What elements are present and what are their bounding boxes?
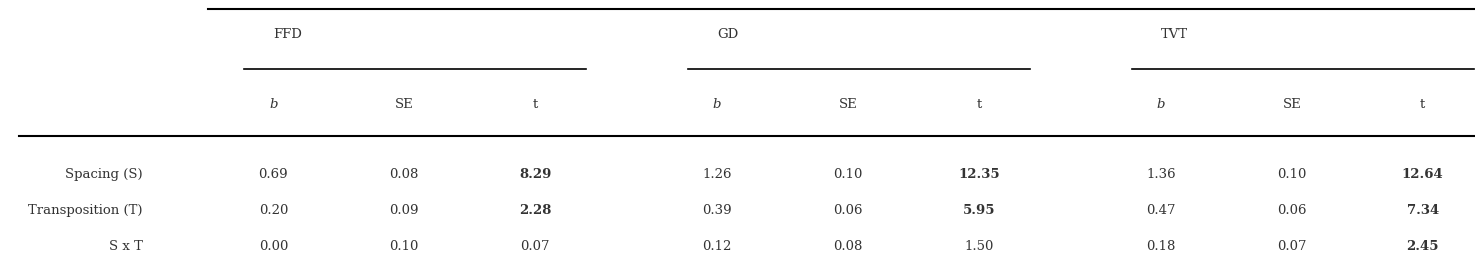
Text: TVT: TVT (1161, 28, 1187, 41)
Text: 0.09: 0.09 (389, 204, 419, 217)
Text: 0.08: 0.08 (389, 168, 419, 181)
Text: 12.35: 12.35 (959, 168, 1000, 181)
Text: 0.10: 0.10 (833, 168, 863, 181)
Text: 0.07: 0.07 (1277, 240, 1307, 253)
Text: GD: GD (717, 28, 739, 41)
Text: 0.39: 0.39 (702, 204, 732, 217)
Text: 1.50: 1.50 (965, 240, 994, 253)
Text: 0.10: 0.10 (1277, 168, 1307, 181)
Text: 8.29: 8.29 (519, 168, 552, 181)
Text: 1.26: 1.26 (702, 168, 732, 181)
Text: 0.08: 0.08 (833, 240, 863, 253)
Text: SE: SE (395, 98, 413, 111)
Text: Transposition (T): Transposition (T) (28, 204, 143, 217)
Text: b: b (712, 98, 721, 111)
Text: 5.95: 5.95 (963, 204, 996, 217)
Text: t: t (1420, 98, 1425, 111)
Text: 2.28: 2.28 (519, 204, 552, 217)
Text: 12.64: 12.64 (1401, 168, 1444, 181)
Text: t: t (532, 98, 538, 111)
Text: b: b (268, 98, 277, 111)
Text: b: b (1156, 98, 1165, 111)
Text: t: t (976, 98, 981, 111)
Text: 0.18: 0.18 (1146, 240, 1176, 253)
Text: 0.06: 0.06 (833, 204, 863, 217)
Text: Spacing (S): Spacing (S) (65, 168, 143, 181)
Text: 0.69: 0.69 (258, 168, 288, 181)
Text: 1.36: 1.36 (1146, 168, 1176, 181)
Text: FFD: FFD (273, 28, 302, 41)
Text: SE: SE (839, 98, 857, 111)
Text: 0.07: 0.07 (521, 240, 550, 253)
Text: 0.06: 0.06 (1277, 204, 1307, 217)
Text: 0.47: 0.47 (1146, 204, 1176, 217)
Text: 7.34: 7.34 (1407, 204, 1438, 217)
Text: S x T: S x T (109, 240, 143, 253)
Text: 0.20: 0.20 (258, 204, 288, 217)
Text: 0.10: 0.10 (389, 240, 419, 253)
Text: 0.00: 0.00 (258, 240, 288, 253)
Text: 0.12: 0.12 (702, 240, 732, 253)
Text: SE: SE (1282, 98, 1301, 111)
Text: 2.45: 2.45 (1407, 240, 1440, 253)
